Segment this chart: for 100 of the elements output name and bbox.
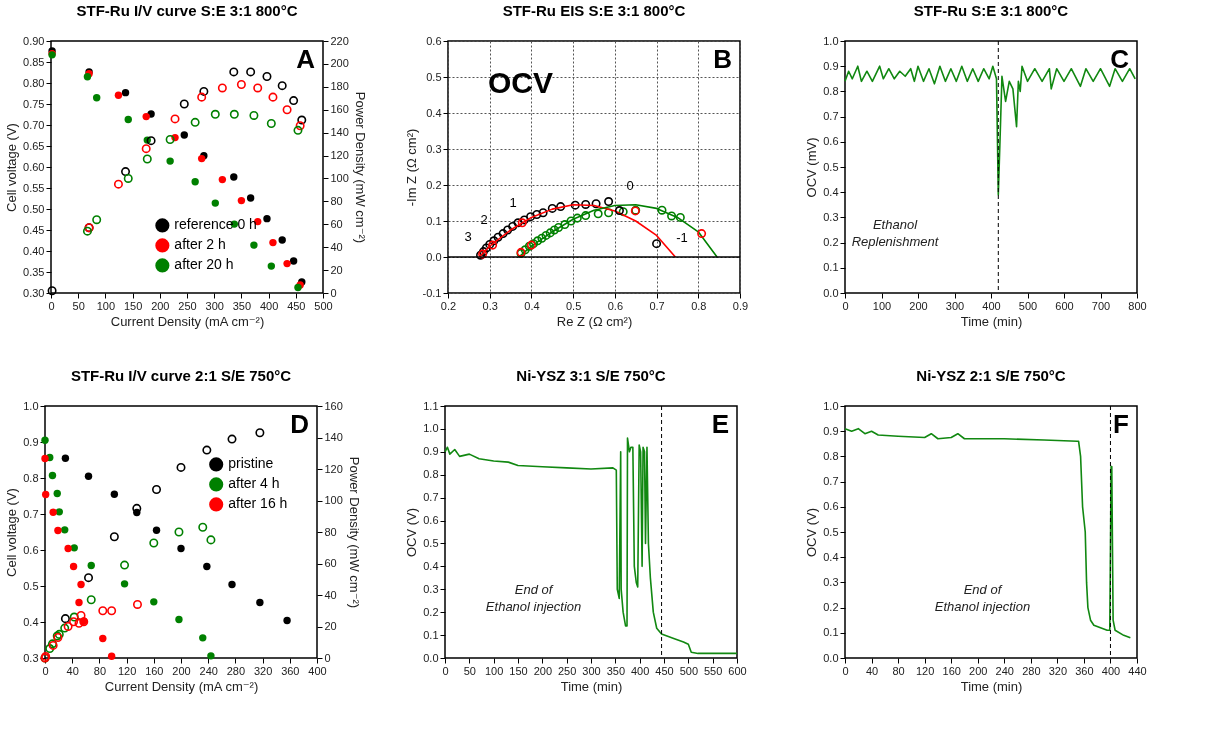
annotation: 2 — [480, 212, 488, 227]
y-tick-label: 0.3 — [823, 575, 839, 588]
x-tick-label: 360 — [1075, 664, 1094, 677]
x-tick-label: 160 — [145, 664, 164, 677]
annotation: 0 — [626, 178, 634, 193]
x-tick-label: 200 — [172, 664, 191, 677]
y-tick-label: 0.6 — [823, 500, 839, 513]
y-tick-label: 0.4 — [823, 550, 839, 563]
x-tick-label: 100 — [872, 299, 892, 312]
y-tick-label: 1.0 — [823, 34, 839, 47]
x-axis-title: Current Density (mA cm⁻²) — [104, 678, 259, 694]
y-tick-label: 0.0 — [823, 286, 839, 299]
y2-tick-label: 40 — [330, 240, 343, 253]
y2-tick-label: 0 — [324, 651, 331, 664]
y2-tick-label: 220 — [330, 34, 349, 47]
x-tick-label: 250 — [178, 299, 197, 312]
y2-axis-title: Power Density (mW cm⁻²) — [346, 456, 362, 609]
x-tick-label: 120 — [117, 664, 137, 677]
y-tick-label: 0.2 — [426, 178, 442, 191]
x-tick-label: 0.4 — [524, 299, 540, 312]
y-tick-label: 0.9 — [23, 435, 39, 448]
x-axis-title: Time (min) — [960, 678, 1023, 694]
x-tick-label: 800 — [1128, 299, 1147, 312]
y-tick-label: 0.2 — [423, 605, 439, 618]
x-tick-label: 400 — [259, 299, 279, 312]
y-axis-title: -Im Z (Ω cm²) — [403, 128, 419, 207]
annotation: -1 — [676, 230, 688, 245]
y-tick-label: 1.0 — [423, 422, 439, 435]
x-tick-label: 300 — [205, 299, 224, 312]
legend-label: after 4 h — [228, 475, 280, 492]
y-tick-label: 0.60 — [23, 160, 45, 173]
chart-title: STF-Ru EIS S:E 3:1 800°C — [502, 2, 686, 19]
x-tick-label: 50 — [72, 299, 85, 312]
annotation: F — [1113, 409, 1129, 439]
chart-title: STF-Ru I/V curve S:E 3:1 800°C — [76, 2, 298, 19]
y-tick-label: 0.9 — [823, 424, 839, 437]
y-tick-label: 0.85 — [23, 55, 45, 68]
x-tick-label: 500 — [314, 299, 333, 312]
annotation: A — [296, 44, 316, 74]
x-tick-label: 40 — [865, 664, 879, 677]
y-tick-label: 0.6 — [423, 514, 439, 527]
y-tick-label: 0.8 — [823, 84, 839, 97]
legend-label: reference 0 h — [174, 216, 257, 233]
x-tick-label: 0 — [42, 664, 49, 677]
y2-tick-label: 0 — [330, 286, 337, 299]
y-tick-label: 0.7 — [423, 491, 439, 504]
annotation: E — [711, 409, 729, 439]
y-tick-label: 0.5 — [823, 160, 839, 173]
x-tick-label: 400 — [630, 664, 650, 677]
chart-title: STF-Ru S:E 3:1 800°C — [913, 2, 1069, 19]
x-tick-label: 300 — [582, 664, 601, 677]
y-tick-label: 0.3 — [426, 142, 442, 155]
annotation: C — [1110, 44, 1130, 74]
y2-tick-label: 100 — [324, 494, 343, 506]
chart-title: Ni-YSZ 3:1 S/E 750°C — [516, 367, 666, 384]
y-axis-title: OCV (mV) — [804, 137, 820, 198]
legend-label: pristine — [228, 455, 274, 472]
y-tick-label: 1.0 — [823, 399, 839, 412]
x-tick-label: 350 — [232, 299, 252, 312]
x-tick-label: 0 — [842, 299, 849, 312]
y2-tick-label: 80 — [330, 194, 343, 207]
x-axis-title: Current Density (mA cm⁻²) — [110, 313, 265, 329]
y-tick-label: 0.0 — [423, 651, 439, 664]
x-tick-label: 400 — [308, 664, 327, 677]
y2-tick-label: 120 — [330, 149, 349, 162]
y2-tick-label: 60 — [330, 217, 343, 230]
y2-tick-label: 120 — [324, 462, 343, 475]
x-tick-label: 0.7 — [649, 299, 665, 312]
annotation: B — [713, 44, 732, 74]
y-tick-label: 0.8 — [23, 471, 39, 484]
y-tick-label: 0.5 — [426, 70, 442, 83]
x-tick-label: 250 — [557, 664, 577, 677]
y2-tick-label: 160 — [330, 103, 349, 116]
y-tick-label: 1.1 — [423, 399, 439, 412]
y-tick-label: 0.70 — [23, 118, 45, 131]
y-axis-title: Cell voltage (V) — [4, 123, 20, 212]
x-tick-label: 200 — [909, 299, 928, 312]
x-tick-label: 0.5 — [565, 299, 582, 312]
y-axis-title: OCV (V) — [404, 507, 420, 558]
chart-title: Ni-YSZ 2:1 S/E 750°C — [916, 367, 1066, 384]
annotation: D — [290, 409, 309, 439]
y-tick-label: 0.55 — [23, 181, 45, 194]
x-axis-title: Re Z (Ω cm²) — [556, 313, 633, 329]
y2-tick-label: 40 — [324, 588, 337, 601]
x-tick-label: 0.9 — [732, 299, 749, 312]
annotation: End of Ethanol injection — [485, 581, 582, 614]
y-tick-label: 0.7 — [23, 507, 39, 520]
y2-tick-label: 60 — [324, 557, 337, 569]
x-axis-title: Time (min) — [960, 313, 1023, 329]
x-tick-label: 600 — [728, 664, 747, 677]
x-axis-title: Time (min) — [560, 678, 623, 694]
y-tick-label: 0.90 — [23, 34, 45, 47]
annotation: Ethanol Replenishment — [851, 216, 940, 249]
legend-label: after 16 h — [228, 495, 288, 512]
x-tick-label: 80 — [93, 664, 107, 677]
y-tick-label: 0.35 — [23, 265, 45, 278]
y-tick-label: 0.2 — [823, 236, 839, 249]
y-tick-label: 0.5 — [423, 536, 439, 549]
y2-tick-label: 160 — [324, 399, 343, 412]
x-tick-label: 500 — [679, 664, 699, 677]
